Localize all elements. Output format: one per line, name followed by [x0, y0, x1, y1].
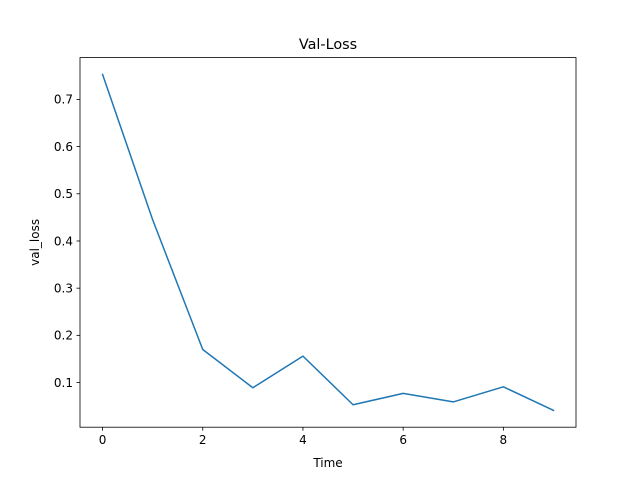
plot-area-frame [79, 57, 577, 428]
x-tick-label: 4 [299, 433, 307, 447]
x-axis-label: Time [312, 456, 342, 470]
x-tick-label: 2 [199, 433, 207, 447]
x-axis-ticks: 0 2 4 6 8 [99, 427, 507, 447]
y-axis-ticks: 0.1 0.2 0.3 0.4 0.5 0.6 0.7 [54, 93, 80, 390]
y-tick-label: 0.4 [54, 234, 73, 248]
y-tick-label: 0.7 [54, 93, 73, 107]
series-layer [101, 73, 555, 412]
x-tick-label: 0 [99, 433, 107, 447]
y-tick-label: 0.3 [54, 281, 73, 295]
y-tick-label: 0.2 [54, 329, 73, 343]
chart-title: Val-Loss [299, 37, 357, 53]
series-line [101, 73, 555, 412]
x-tick-label: 6 [399, 433, 407, 447]
y-tick-label: 0.6 [54, 140, 73, 154]
y-tick-label: 0.5 [54, 187, 73, 201]
y-tick-label: 0.1 [54, 376, 73, 390]
y-axis-label: val_loss [28, 219, 42, 266]
x-tick-label: 8 [500, 433, 508, 447]
